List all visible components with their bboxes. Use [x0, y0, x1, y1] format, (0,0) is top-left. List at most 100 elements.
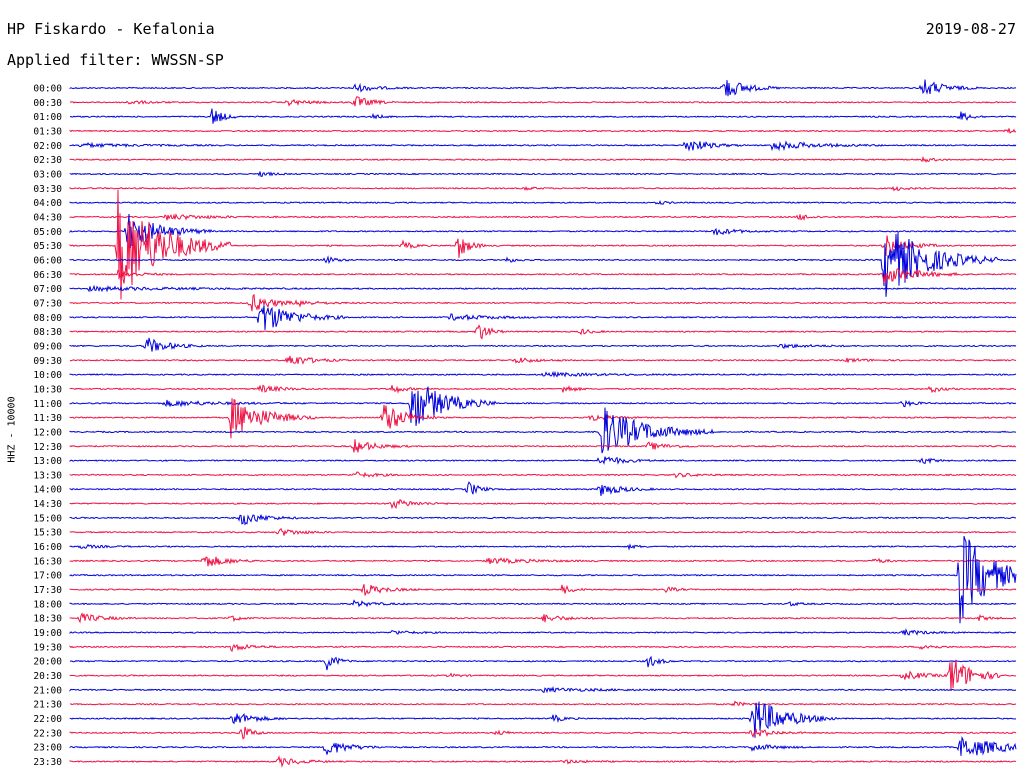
trace-1930: [69, 643, 1017, 653]
trace-0830: [69, 324, 1016, 340]
trace-1600: [69, 543, 1017, 551]
trace-2030: [69, 659, 1017, 691]
time-label: 22:30: [33, 728, 62, 739]
trace-0930: [69, 355, 1017, 365]
time-label: 16:00: [33, 542, 62, 553]
trace-0530: [69, 189, 1017, 300]
filter-label: Applied filter: WWSSN-SP: [7, 51, 224, 69]
time-label: 17:00: [33, 571, 62, 582]
time-label: 20:30: [33, 671, 62, 682]
trace-2230: [69, 726, 1017, 740]
time-label: 06:00: [33, 255, 62, 266]
time-label: 22:00: [33, 714, 62, 725]
time-label: 18:00: [33, 599, 62, 610]
trace-1530: [69, 527, 1017, 536]
time-label: 01:30: [33, 126, 62, 137]
time-label: 06:30: [33, 270, 62, 281]
trace-1800: [69, 599, 1017, 608]
time-label: 13:00: [33, 456, 62, 467]
time-label: 00:00: [33, 84, 62, 95]
trace-0330: [69, 185, 1017, 192]
time-label: 23:30: [33, 757, 62, 768]
trace-1030: [69, 384, 1017, 394]
time-label: 01:00: [33, 112, 62, 123]
trace-0230: [69, 155, 1017, 163]
time-label: 15:30: [33, 528, 62, 539]
time-label: 20:00: [33, 657, 62, 668]
trace-0800: [69, 305, 1017, 330]
trace-1900: [69, 628, 1017, 636]
trace-0000: [69, 79, 1017, 97]
time-label: 03:00: [33, 169, 62, 180]
time-label: 18:30: [33, 614, 62, 625]
time-label: 03:30: [33, 184, 62, 195]
time-label: 10:00: [33, 370, 62, 381]
time-label: 04:30: [33, 212, 62, 223]
trace-0200: [69, 140, 1017, 152]
time-label: 21:00: [33, 685, 62, 696]
time-label: 15:00: [33, 513, 62, 524]
trace-2200: [69, 701, 1017, 738]
trace-1330: [69, 471, 1017, 479]
time-label: 07:30: [33, 298, 62, 309]
time-label: 08:30: [33, 327, 62, 338]
time-label: 07:00: [33, 284, 62, 295]
time-label: 14:30: [33, 499, 62, 510]
time-label: 10:30: [33, 384, 62, 395]
trace-2000: [69, 655, 1016, 671]
trace-0700: [69, 284, 1017, 293]
time-label: 08:00: [33, 313, 62, 324]
trace-1500: [69, 514, 1017, 526]
time-label: 05:00: [33, 227, 62, 238]
trace-2130: [69, 700, 1017, 707]
trace-2330: [69, 755, 1017, 768]
trace-0130: [69, 128, 1017, 134]
trace-1100: [69, 386, 1017, 426]
time-label: 16:30: [33, 556, 62, 567]
time-labels: 00:00 00:30 01:00 01:30 02:00 02:30 03:00 03:30…: [33, 84, 62, 769]
time-label: 19:00: [33, 628, 62, 639]
time-label: 17:30: [33, 585, 62, 596]
trace-1300: [69, 456, 1017, 465]
time-label: 09:30: [33, 356, 62, 367]
time-label: 11:00: [33, 399, 62, 410]
trace-1700: [69, 535, 1017, 624]
time-label: 09:00: [33, 341, 62, 352]
trace-1830: [69, 612, 1017, 624]
time-label: 04:00: [33, 198, 62, 209]
trace-1630: [69, 556, 1017, 567]
trace-1130: [69, 398, 1017, 439]
trace-0630: [69, 268, 1017, 284]
trace-0300: [69, 171, 1017, 177]
trace-1000: [69, 370, 1017, 378]
time-label: 23:00: [33, 743, 62, 754]
trace-0430: [69, 213, 1017, 222]
time-label: 02:00: [33, 141, 62, 152]
station-title: HP Fiskardo - Kefalonia: [7, 20, 215, 38]
time-label: 12:00: [33, 427, 62, 438]
trace-0030: [69, 96, 1017, 107]
trace-0100: [69, 108, 1017, 124]
trace-0730: [69, 293, 1017, 312]
trace-0400: [69, 200, 1017, 205]
trace-2300: [69, 735, 1017, 756]
time-label: 14:00: [33, 485, 62, 496]
trace-0500: [69, 213, 1017, 248]
time-label: 02:30: [33, 155, 62, 166]
time-label: 19:30: [33, 642, 62, 653]
time-label: 11:30: [33, 413, 62, 424]
time-label: 12:30: [33, 442, 62, 453]
trace-1230: [69, 439, 1016, 453]
trace-2100: [69, 686, 1017, 694]
trace-1730: [69, 584, 1017, 596]
trace-1400: [69, 481, 1017, 496]
time-label: 00:30: [33, 98, 62, 109]
trace-0900: [69, 337, 1017, 352]
time-label: 21:30: [33, 700, 62, 711]
time-label: 05:30: [33, 241, 62, 252]
trace-1430: [69, 499, 1017, 510]
plot-date: 2019-08-27: [925, 20, 1016, 38]
trace-0600: [69, 232, 1017, 297]
time-label: 13:30: [33, 470, 62, 481]
